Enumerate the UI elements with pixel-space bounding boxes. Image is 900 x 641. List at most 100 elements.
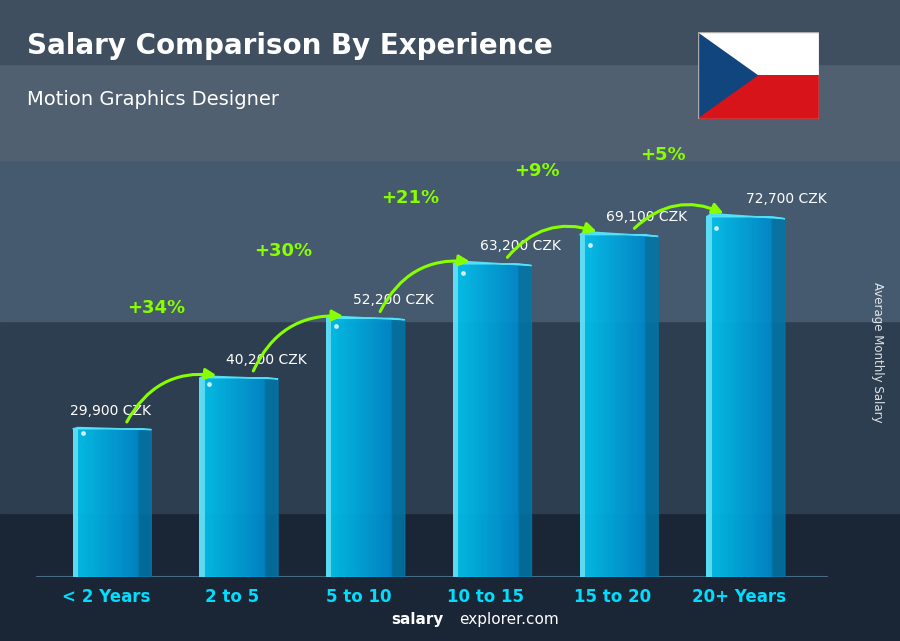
Bar: [383, 319, 385, 577]
Bar: [698, 32, 819, 76]
Bar: [491, 264, 492, 577]
Bar: [200, 378, 204, 577]
Bar: [492, 264, 495, 577]
Bar: [641, 235, 644, 577]
Bar: [501, 264, 503, 577]
Bar: [615, 235, 617, 577]
Bar: [252, 378, 255, 577]
Polygon shape: [200, 376, 278, 379]
Bar: [248, 378, 250, 577]
Bar: [108, 429, 110, 577]
Bar: [737, 217, 739, 577]
Bar: [483, 264, 486, 577]
Bar: [599, 235, 601, 577]
Bar: [757, 217, 759, 577]
Bar: [716, 217, 717, 577]
Bar: [117, 429, 119, 577]
Bar: [355, 319, 357, 577]
Bar: [619, 235, 621, 577]
Bar: [217, 378, 220, 577]
Bar: [717, 217, 719, 577]
FancyArrowPatch shape: [380, 256, 466, 312]
Bar: [580, 235, 581, 577]
Bar: [373, 319, 374, 577]
Bar: [381, 319, 383, 577]
Bar: [633, 235, 634, 577]
Bar: [584, 235, 586, 577]
Bar: [742, 217, 743, 577]
Bar: [73, 429, 78, 577]
Bar: [342, 319, 344, 577]
Bar: [377, 319, 379, 577]
Bar: [385, 319, 388, 577]
Polygon shape: [392, 319, 405, 577]
Bar: [79, 429, 82, 577]
Bar: [755, 217, 757, 577]
Bar: [752, 217, 755, 577]
Polygon shape: [266, 378, 278, 577]
Bar: [202, 378, 204, 577]
Text: 29,900 CZK: 29,900 CZK: [70, 404, 151, 418]
Bar: [724, 217, 726, 577]
Bar: [735, 217, 737, 577]
Bar: [243, 378, 246, 577]
Bar: [497, 264, 499, 577]
Bar: [472, 264, 475, 577]
Text: +21%: +21%: [381, 189, 439, 207]
Polygon shape: [645, 235, 658, 577]
Text: Average Monthly Salary: Average Monthly Salary: [871, 282, 884, 423]
Bar: [223, 378, 226, 577]
Bar: [503, 264, 506, 577]
Bar: [628, 235, 630, 577]
Bar: [748, 217, 751, 577]
Text: 72,700 CZK: 72,700 CZK: [745, 192, 826, 206]
Bar: [604, 235, 606, 577]
Bar: [482, 264, 483, 577]
Bar: [339, 319, 342, 577]
Bar: [128, 429, 130, 577]
Bar: [365, 319, 368, 577]
Bar: [453, 264, 455, 577]
Bar: [460, 264, 462, 577]
Bar: [621, 235, 624, 577]
Bar: [746, 217, 748, 577]
Bar: [208, 378, 211, 577]
Bar: [255, 378, 256, 577]
Bar: [364, 319, 365, 577]
Bar: [499, 264, 501, 577]
Bar: [261, 378, 263, 577]
Bar: [204, 378, 206, 577]
FancyArrowPatch shape: [127, 369, 213, 422]
Bar: [137, 429, 139, 577]
Bar: [114, 429, 117, 577]
Bar: [328, 319, 330, 577]
Bar: [357, 319, 359, 577]
Bar: [348, 319, 350, 577]
Bar: [743, 217, 746, 577]
Bar: [353, 319, 355, 577]
Text: Motion Graphics Designer: Motion Graphics Designer: [27, 90, 279, 109]
Bar: [330, 319, 333, 577]
Bar: [589, 235, 590, 577]
Bar: [698, 76, 819, 119]
Text: +9%: +9%: [514, 162, 560, 180]
Bar: [763, 217, 766, 577]
Bar: [770, 217, 772, 577]
Text: 69,100 CZK: 69,100 CZK: [607, 210, 688, 224]
Bar: [464, 264, 466, 577]
Bar: [73, 429, 75, 577]
Bar: [593, 235, 595, 577]
Bar: [630, 235, 633, 577]
Bar: [636, 235, 639, 577]
Bar: [125, 429, 128, 577]
Text: +34%: +34%: [127, 299, 185, 317]
Bar: [457, 264, 460, 577]
Bar: [610, 235, 613, 577]
Bar: [350, 319, 353, 577]
Bar: [751, 217, 752, 577]
Bar: [230, 378, 232, 577]
Bar: [335, 319, 338, 577]
Text: +5%: +5%: [641, 147, 686, 165]
Bar: [90, 429, 93, 577]
Bar: [326, 319, 331, 577]
